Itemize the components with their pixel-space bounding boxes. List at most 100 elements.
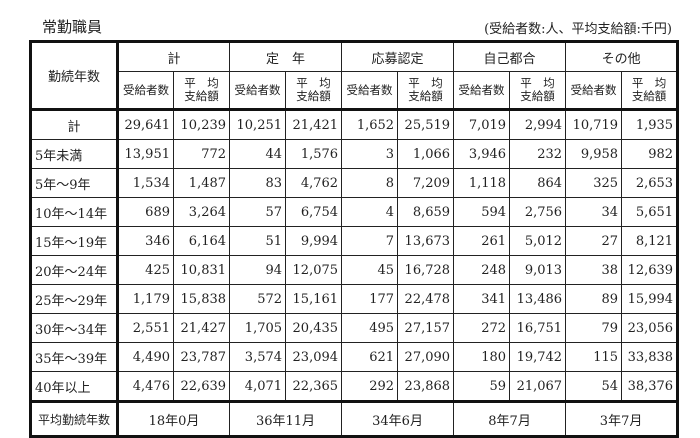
avg-amount-cell: 12,075	[285, 255, 343, 285]
row-label: 計	[30, 109, 119, 140]
recipient-count-cell: 572	[229, 284, 287, 314]
group-header: 応募認定	[341, 41, 455, 72]
recipient-count-cell: 4,476	[117, 371, 174, 402]
recipient-count-cell: 177	[341, 284, 399, 314]
recipient-count-cell: 59	[453, 371, 511, 402]
avg-amount-cell: 15,838	[172, 284, 231, 314]
avg-amount-cell: 8,121	[621, 226, 679, 256]
avg-amount-cell: 2,994	[509, 109, 567, 140]
avg-tenure-cell: 34年6月	[341, 400, 455, 437]
table-row: 5年～9年 1,534 1,487 83 4,762 8 7,209 1,118 864 325 2…	[30, 168, 679, 198]
retirement-allowance-table: 勤続年数 計定 年応募認定 自己都合 その他 受給者数平 均支給額 受給者数平 均支給…	[29, 40, 680, 438]
table-row: 10年～14年 689 3,264 57 6,754 4 8,659 594 2,756 34 5,…	[30, 197, 679, 227]
avg-amount-cell: 4,762	[285, 168, 343, 198]
recipient-count-cell: 115	[565, 342, 623, 372]
avg-tenure-cell: 18年0月	[116, 400, 231, 437]
avg-header-line2: 支給額	[184, 89, 219, 103]
avg-amount-cell: 1,066	[397, 139, 455, 169]
avg-amount-cell: 23,094	[285, 342, 343, 372]
units-note: (受給者数:人、平均支給額:千円)	[484, 22, 672, 37]
recipient-count-cell: 689	[117, 197, 174, 227]
row-header: 勤続年数	[30, 41, 119, 111]
recipient-count-cell: 4,490	[117, 342, 174, 372]
recipient-count-cell: 79	[565, 313, 623, 343]
avg-amount-cell: 9,994	[285, 226, 343, 256]
avg-amount-cell: 25,519	[397, 109, 455, 140]
recipient-count-cell: 261	[453, 226, 511, 256]
avg-amount-cell: 864	[509, 168, 567, 198]
avg-amount-cell: 1,935	[621, 109, 679, 140]
avg-amount-cell: 27,090	[397, 342, 455, 372]
count-header: 受給者数	[229, 71, 287, 111]
recipient-count-cell: 325	[565, 168, 623, 198]
avg-header-line2: 支給額	[408, 89, 443, 103]
group-header: 自己都合	[453, 41, 567, 72]
avg-amount-cell: 22,478	[397, 284, 455, 314]
avg-header-line1: 平 均	[408, 76, 443, 90]
recipient-count-cell: 94	[229, 255, 287, 285]
recipient-count-cell: 495	[341, 313, 399, 343]
avg-amount-cell: 23,056	[621, 313, 679, 343]
recipient-count-cell: 3,574	[229, 342, 287, 372]
avg-amount-cell: 1,576	[285, 139, 343, 169]
avg-amount-cell: 21,067	[509, 371, 567, 402]
avg-amount-header: 平 均支給額	[397, 71, 455, 111]
recipient-count-cell: 54	[565, 371, 623, 402]
recipient-count-cell: 13,951	[117, 139, 174, 169]
avg-amount-cell: 2,653	[621, 168, 679, 198]
avg-amount-cell: 16,751	[509, 313, 567, 343]
avg-amount-cell: 20,435	[285, 313, 343, 343]
avg-amount-cell: 5,651	[621, 197, 679, 227]
avg-amount-cell: 15,161	[285, 284, 343, 314]
recipient-count-cell: 10,719	[565, 109, 623, 140]
recipient-count-cell: 57	[229, 197, 287, 227]
recipient-count-cell: 45	[341, 255, 399, 285]
row-label: 40年以上	[30, 371, 119, 402]
row-label: 25年～29年	[30, 284, 119, 314]
avg-amount-cell: 13,486	[509, 284, 567, 314]
recipient-count-cell: 1,534	[117, 168, 174, 198]
avg-amount-cell: 21,421	[285, 109, 343, 140]
avg-amount-cell: 6,754	[285, 197, 343, 227]
recipient-count-cell: 346	[117, 226, 174, 256]
avg-amount-cell: 22,639	[172, 371, 231, 402]
table-row: 20年～24年 425 10,831 94 12,075 45 16,728 248 9,013…	[30, 255, 679, 285]
avg-amount-cell: 8,659	[397, 197, 455, 227]
recipient-count-cell: 1,179	[117, 284, 174, 314]
avg-header-line1: 平 均	[520, 76, 555, 90]
table-row: 5年未満 13,951 772 44 1,576 3 1,066 3,946 232 9,958 9…	[30, 139, 679, 169]
avg-amount-header: 平 均支給額	[621, 71, 679, 111]
avg-amount-cell: 232	[509, 139, 567, 169]
avg-tenure-cell: 8年7月	[453, 400, 567, 437]
recipient-count-cell: 425	[117, 255, 174, 285]
row-label: 5年～9年	[30, 168, 119, 198]
recipient-count-cell: 4	[341, 197, 399, 227]
table-row: 30年～34年 2,551 21,427 1,705 20,435 495 27,157 27…	[30, 313, 679, 343]
avg-amount-cell: 6,164	[172, 226, 231, 256]
avg-amount-header: 平 均支給額	[172, 71, 231, 111]
avg-amount-header: 平 均支給額	[285, 71, 343, 111]
row-label: 35年～39年	[30, 342, 119, 372]
recipient-count-cell: 9,958	[565, 139, 623, 169]
recipient-count-cell: 180	[453, 342, 511, 372]
avg-amount-cell: 3,264	[172, 197, 231, 227]
recipient-count-cell: 341	[453, 284, 511, 314]
avg-amount-cell: 1,487	[172, 168, 231, 198]
avg-amount-cell: 27,157	[397, 313, 455, 343]
footer-label: 平均勤続年数	[30, 400, 119, 437]
avg-amount-header: 平 均支給額	[509, 71, 567, 111]
recipient-count-cell: 7	[341, 226, 399, 256]
avg-amount-cell: 982	[621, 139, 679, 169]
avg-amount-cell: 12,639	[621, 255, 679, 285]
avg-amount-cell: 7,209	[397, 168, 455, 198]
avg-amount-cell: 2,756	[509, 197, 567, 227]
recipient-count-cell: 29,641	[117, 109, 174, 140]
row-label: 10年～14年	[30, 197, 119, 227]
row-label: 20年～24年	[30, 255, 119, 285]
recipient-count-cell: 10,251	[229, 109, 287, 140]
avg-amount-cell: 13,673	[397, 226, 455, 256]
sub-header-row: 受給者数平 均支給額 受給者数平 均支給額 受給者数平 均支給額 受給者数平 均支給額…	[31, 71, 679, 111]
table-row: 計 29,641 10,239 10,251 21,421 1,652 25,519 7,01…	[30, 109, 679, 140]
avg-header-line1: 平 均	[631, 76, 667, 90]
avg-amount-cell: 9,013	[509, 255, 567, 285]
